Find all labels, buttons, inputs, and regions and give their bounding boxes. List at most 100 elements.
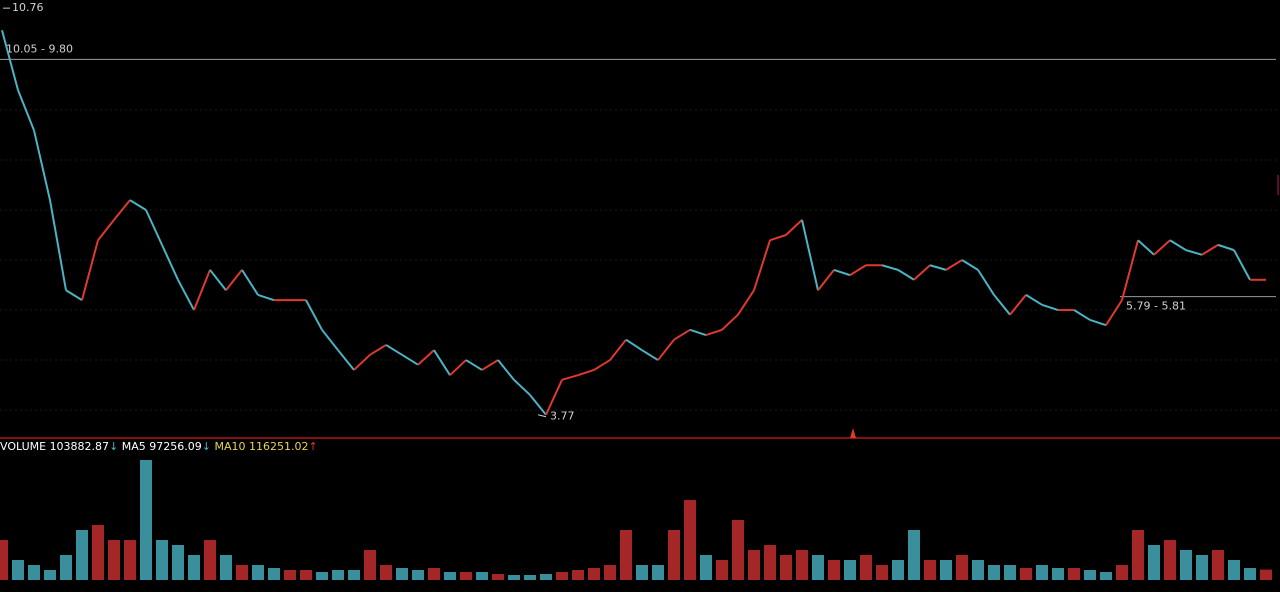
price-segment: [993, 294, 1011, 316]
price-segment: [385, 344, 403, 356]
legend-name: VOLUME: [0, 440, 46, 453]
price-segment: [705, 328, 723, 336]
volume-bar: [828, 560, 840, 580]
volume-bar: [668, 530, 680, 580]
volume-bar: [364, 550, 376, 580]
price-segment: [401, 353, 419, 366]
volume-bar: [444, 572, 456, 580]
price-segment: [913, 264, 931, 281]
volume-bar: [892, 560, 904, 580]
price-segment: [321, 329, 339, 351]
volume-bar: [1036, 565, 1048, 580]
price-segment: [369, 344, 387, 356]
price-segment: [177, 279, 195, 311]
price-segment: [433, 349, 451, 376]
volume-bar: [652, 565, 664, 580]
volume-bar: [124, 540, 136, 580]
volume-bar: [524, 575, 536, 580]
volume-bar: [44, 570, 56, 580]
volume-bar: [252, 565, 264, 580]
volume-bar: [476, 572, 488, 580]
price-segment: [673, 328, 691, 341]
price-segment: [753, 239, 771, 291]
volume-bar: [60, 555, 72, 580]
volume-bar: [716, 560, 728, 580]
min-pointer: [537, 414, 547, 418]
volume-bar: [956, 555, 968, 580]
price-segment: [897, 269, 915, 281]
price-segment: [625, 338, 643, 352]
price-segment: [1153, 239, 1171, 256]
volume-bar: [940, 560, 952, 580]
volume-bar: [636, 565, 648, 580]
volume-bar: [412, 570, 424, 580]
volume-bar: [0, 540, 8, 580]
volume-bar: [748, 550, 760, 580]
legend-trend: ↑: [309, 440, 318, 453]
volume-bar: [332, 570, 344, 580]
price-segment: [1089, 318, 1107, 327]
volume-bar: [108, 540, 120, 580]
volume-bar: [92, 525, 104, 580]
price-segment: [193, 269, 211, 311]
price-segment: [977, 269, 995, 296]
volume-bar: [492, 574, 504, 580]
price-segment: [145, 209, 163, 246]
price-segment: [1201, 244, 1219, 256]
legend-name: MA5: [122, 440, 146, 453]
volume-bar: [700, 555, 712, 580]
volume-bar: [1196, 555, 1208, 580]
min-label: 3.77: [550, 410, 575, 423]
price-segment: [97, 219, 115, 241]
price-segment: [353, 354, 371, 371]
price-segment: [1, 29, 19, 91]
volume-bar: [876, 565, 888, 580]
volume-bar: [156, 540, 168, 580]
price-segment: [801, 219, 819, 291]
price-segment: [817, 269, 835, 291]
range-label: 10.05 - 9.80: [6, 42, 73, 55]
price-segment: [113, 199, 131, 221]
price-segment: [945, 259, 963, 271]
volume-bar: [1116, 565, 1128, 580]
volume-bar: [1052, 568, 1064, 580]
volume-bar: [1164, 540, 1176, 580]
legend-value: 103882.87: [50, 440, 110, 453]
price-segment: [1169, 239, 1187, 251]
price-segment: [1041, 303, 1059, 311]
price-segment: [241, 269, 259, 296]
volume-bar: [908, 530, 920, 580]
volume-bar: [508, 575, 520, 580]
volume-bar: [1004, 565, 1016, 580]
volume-bar: [764, 545, 776, 580]
volume-bar: [604, 565, 616, 580]
price-segment: [417, 349, 435, 366]
price-segment: [465, 359, 483, 371]
volume-bar: [12, 560, 24, 580]
volume-bar: [380, 565, 392, 580]
volume-bar: [860, 555, 872, 580]
price-segment: [81, 239, 99, 301]
price-segment: [33, 130, 51, 201]
volume-bar: [1260, 569, 1272, 580]
price-segment: [1217, 243, 1235, 252]
price-segment: [785, 219, 803, 236]
volume-bar: [556, 572, 568, 580]
volume-bar: [140, 460, 152, 580]
legend-value: 97256.09: [149, 440, 202, 453]
price-segment: [497, 359, 515, 381]
volume-bar: [284, 570, 296, 580]
volume-bar: [348, 570, 360, 580]
legend-value: 116251.02: [249, 440, 309, 453]
price-segment: [561, 374, 579, 381]
marker: [850, 428, 856, 438]
volume-bar: [812, 555, 824, 580]
price-segment: [257, 293, 275, 302]
price-segment: [1009, 294, 1027, 316]
volume-bar: [1084, 570, 1096, 580]
price-segment: [849, 264, 867, 276]
price-segment: [641, 349, 659, 361]
price-segment: [769, 234, 787, 242]
volume-bar: [1180, 550, 1192, 580]
max-label: 10.76: [12, 1, 44, 14]
